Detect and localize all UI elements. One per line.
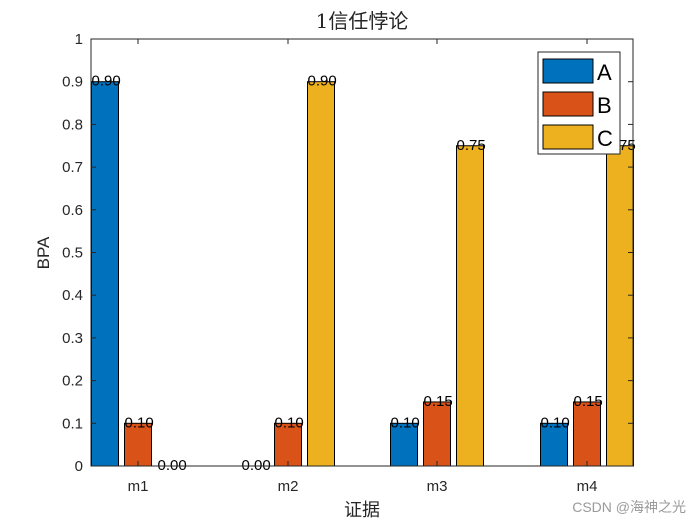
y-tick-label: 0.2 bbox=[62, 373, 83, 390]
bar-b-m4 bbox=[573, 401, 601, 467]
y-axis-ticks: 0 0.1 0.2 0.3 0.4 0.5 0.6 0.7 0.8 0.9 1 bbox=[62, 31, 633, 475]
legend-label: B bbox=[597, 93, 612, 118]
legend-label: C bbox=[597, 126, 613, 151]
bar-a-m4 bbox=[540, 422, 568, 467]
data-label: 0.15 bbox=[574, 393, 603, 410]
bar-a-m1 bbox=[91, 81, 119, 467]
bar-c-m4 bbox=[606, 145, 634, 467]
legend-swatch-c bbox=[542, 124, 594, 150]
axes-box bbox=[90, 38, 634, 467]
y-tick-label: 0.9 bbox=[62, 74, 83, 91]
y-tick-label: 0.1 bbox=[62, 415, 83, 432]
x-axis-ticks: m1 m2 m3 m4 bbox=[128, 39, 598, 495]
data-label: 0.10 bbox=[391, 414, 420, 431]
y-tick-label: 1 bbox=[75, 31, 83, 48]
data-label: 0.75 bbox=[457, 137, 486, 154]
y-axis-label: BPA bbox=[34, 236, 53, 269]
y-tick-label: 0.3 bbox=[62, 330, 83, 347]
y-tick-label: 0.7 bbox=[62, 159, 83, 176]
bar-a-m3 bbox=[390, 422, 418, 467]
data-label: 0.10 bbox=[275, 414, 304, 431]
watermark: CSDN @海神之光 bbox=[572, 499, 686, 515]
y-tick-label: 0.5 bbox=[62, 245, 83, 262]
legend: ABC bbox=[537, 51, 621, 155]
legend-swatch-a bbox=[542, 58, 594, 84]
x-tick-label: m4 bbox=[577, 478, 598, 495]
y-tick-label: 0.4 bbox=[62, 287, 83, 304]
x-tick-label: m2 bbox=[278, 478, 299, 495]
x-axis-label: 证据 bbox=[344, 500, 380, 521]
bar-c-m3 bbox=[456, 145, 484, 467]
x-tick-label: m3 bbox=[427, 478, 448, 495]
y-tick-label: 0 bbox=[75, 458, 83, 475]
y-tick-label: 0.8 bbox=[62, 116, 83, 133]
legend-label: A bbox=[597, 60, 612, 85]
data-label: 0.90 bbox=[308, 73, 337, 90]
data-label: 0.10 bbox=[541, 414, 570, 431]
x-tick-label: m1 bbox=[128, 478, 149, 495]
legend-swatch-b bbox=[542, 91, 594, 117]
chart-title: 1信任悖论 bbox=[316, 9, 409, 33]
data-label: 0.15 bbox=[424, 393, 453, 410]
data-label: 0.10 bbox=[125, 414, 154, 431]
plot-area bbox=[91, 81, 634, 467]
bar-c-m2 bbox=[307, 81, 335, 467]
y-tick-label: 0.6 bbox=[62, 202, 83, 219]
data-label: 0.90 bbox=[92, 73, 121, 90]
bar-b-m3 bbox=[423, 401, 451, 467]
